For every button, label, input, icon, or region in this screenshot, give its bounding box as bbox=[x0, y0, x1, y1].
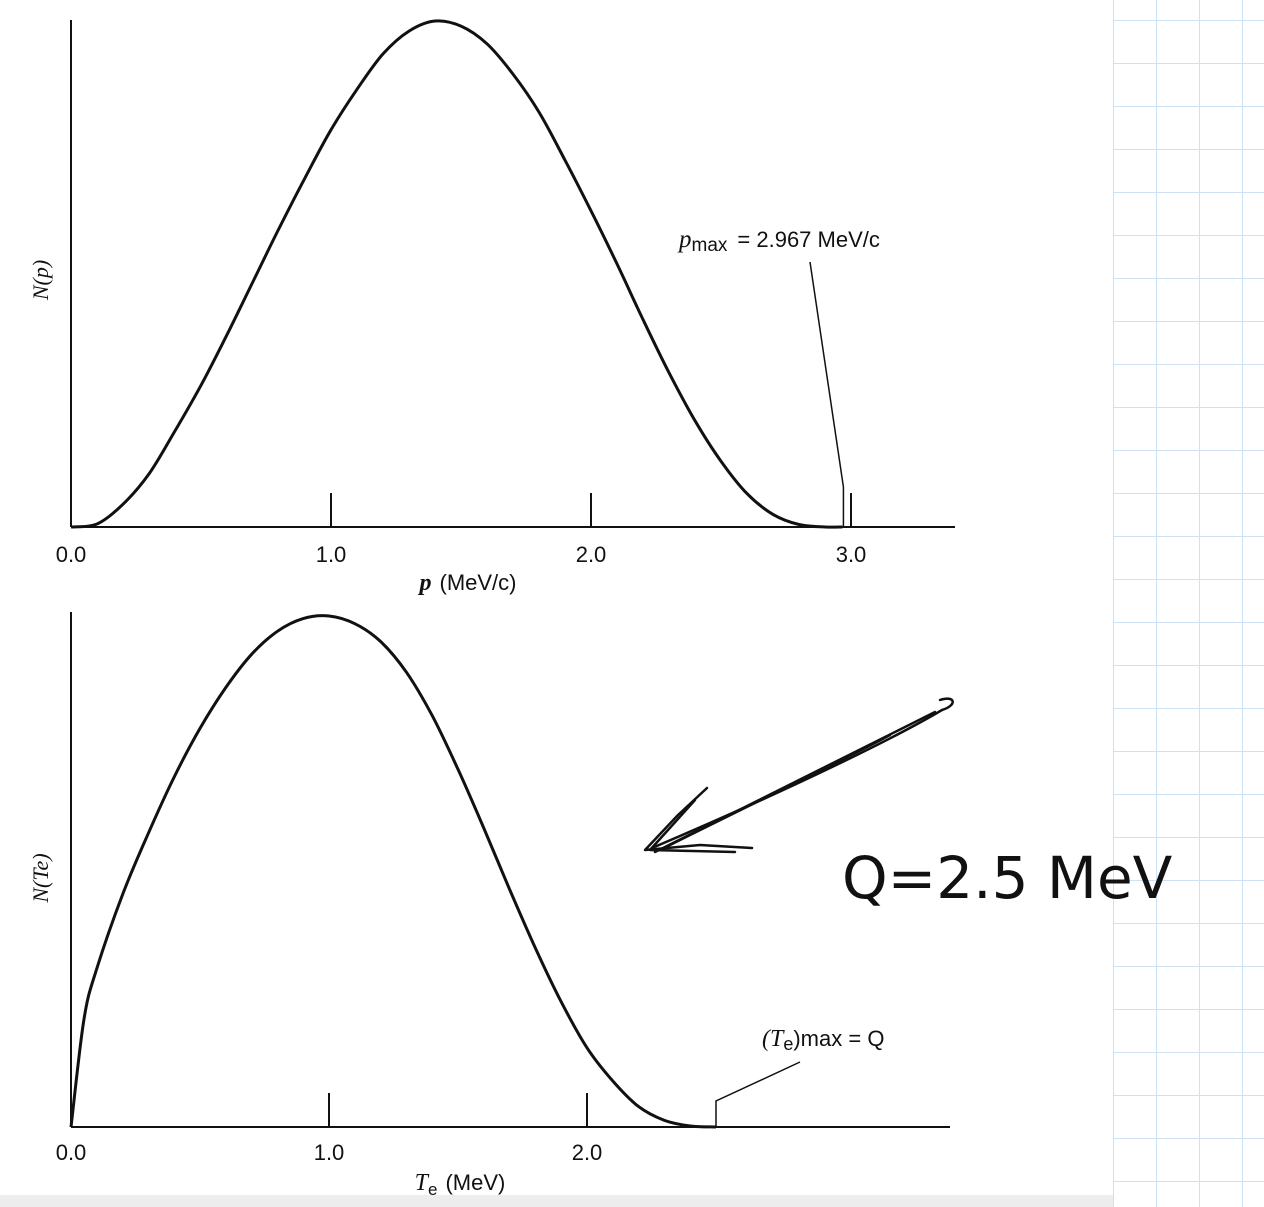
bottom-x-label-var: T bbox=[415, 1170, 430, 1196]
bottom-annotation: (Te)max = Q bbox=[762, 1026, 884, 1054]
top-annotation: pmax = 2.967 MeV/c bbox=[677, 226, 880, 256]
bottom-x-tick-label-2: 2.0 bbox=[572, 1140, 603, 1165]
bottom-y-label: N(Te) bbox=[28, 853, 53, 903]
bottom-x-label: Te (MeV) bbox=[415, 1170, 506, 1199]
top-annotation-symbol: p bbox=[677, 226, 692, 253]
top-x-ticks bbox=[330, 493, 852, 527]
bottom-annotation-sub: e bbox=[783, 1034, 793, 1054]
bottom-x-tick-label-0: 0.0 bbox=[56, 1140, 87, 1165]
top-x-label-var: p bbox=[418, 570, 432, 596]
handwritten-arrow bbox=[643, 697, 954, 854]
momentum-spectrum-chart: 0.0 1.0 2.0 3.0 pmax = 2.967 MeV/c N(p) p (Me… bbox=[28, 19, 955, 596]
bottom-x-tick-label-1: 1.0 bbox=[314, 1140, 345, 1165]
energy-spectrum-chart: 0.0 1.0 2.0 (Te)max = Q N(Te) Te (MeV) bbox=[28, 612, 950, 1199]
top-x-label: p (MeV/c) bbox=[418, 570, 517, 596]
bottom-x-label-unit: (MeV) bbox=[445, 1170, 505, 1195]
handwritten-q-value: Q=2.5 MeV bbox=[842, 844, 1173, 912]
top-y-label: N(p) bbox=[28, 260, 53, 301]
top-annotation-sub: max bbox=[692, 235, 728, 256]
bottom-x-label-sub: e bbox=[428, 1180, 437, 1199]
top-x-label-unit: (MeV/c) bbox=[440, 570, 517, 595]
top-x-tick-labels: 0.0 1.0 2.0 3.0 bbox=[56, 542, 867, 567]
bottom-annotation-symbol: (T bbox=[762, 1026, 785, 1052]
bottom-series-line bbox=[69, 614, 717, 1129]
top-annotation-text: = 2.967 MeV/c bbox=[737, 227, 879, 252]
top-series-line bbox=[70, 19, 843, 529]
top-x-tick-label-3: 3.0 bbox=[836, 542, 867, 567]
bottom-annotation-text: )max = Q bbox=[793, 1026, 884, 1051]
top-annotation-leader bbox=[809, 261, 845, 488]
top-x-tick-label-0: 0.0 bbox=[56, 542, 87, 567]
bottom-x-ticks bbox=[328, 1093, 588, 1127]
bottom-strip bbox=[0, 1195, 1113, 1207]
bottom-x-tick-labels: 0.0 1.0 2.0 bbox=[56, 1140, 603, 1165]
bottom-annotation-leader bbox=[715, 1061, 801, 1127]
top-x-tick-label-2: 2.0 bbox=[576, 542, 607, 567]
top-x-tick-label-1: 1.0 bbox=[316, 542, 347, 567]
